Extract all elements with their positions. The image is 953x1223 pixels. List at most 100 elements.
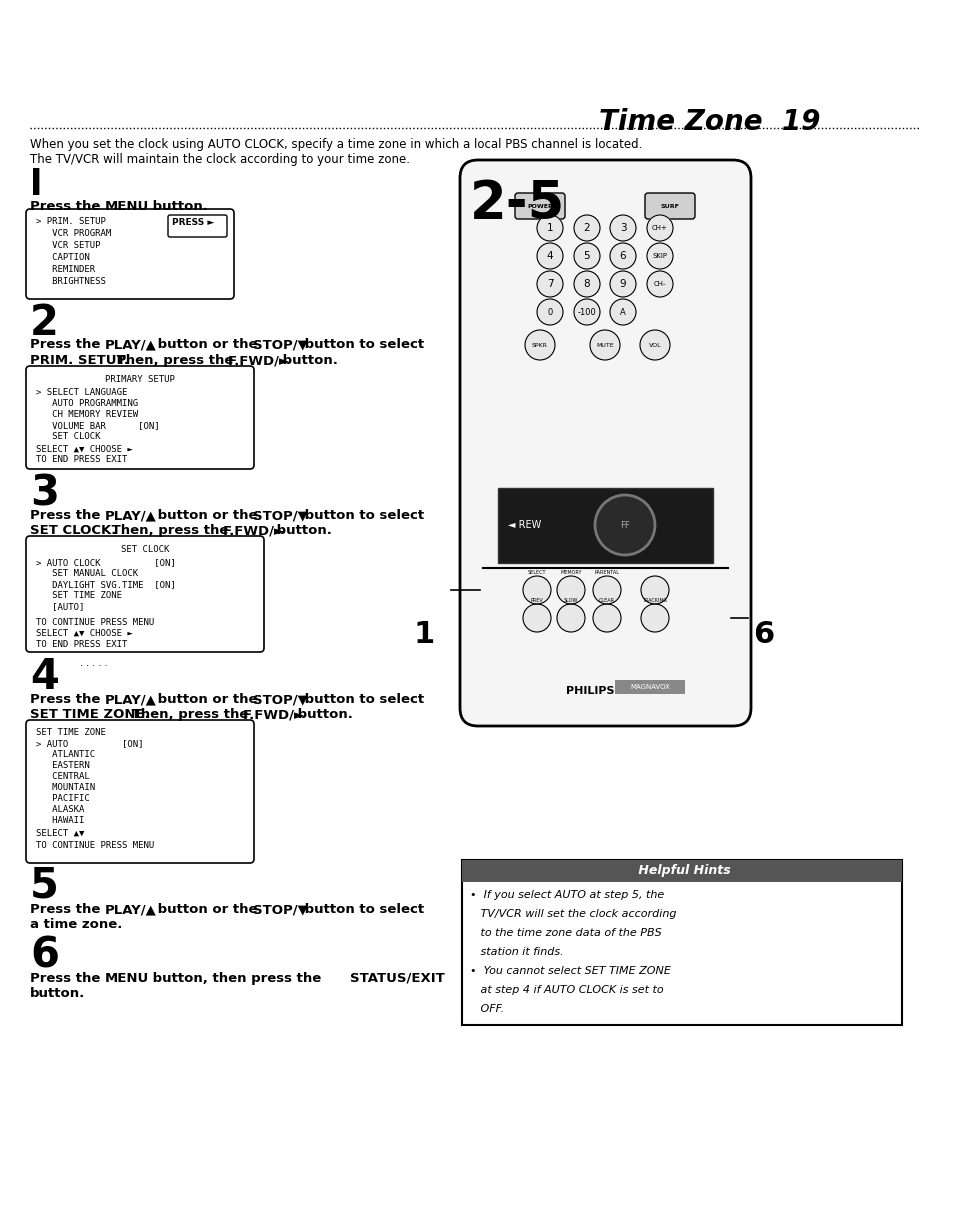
Text: Helpful Hints: Helpful Hints [633, 865, 730, 877]
Text: FF: FF [619, 521, 629, 530]
Text: > SELECT LANGUAGE: > SELECT LANGUAGE [36, 388, 128, 397]
FancyBboxPatch shape [26, 209, 233, 298]
Text: [AUTO]: [AUTO] [36, 602, 84, 612]
Circle shape [537, 215, 562, 241]
Circle shape [640, 604, 668, 632]
Text: MAGNAVOX: MAGNAVOX [630, 684, 669, 690]
Text: •  You cannot select SET TIME ZONE: • You cannot select SET TIME ZONE [470, 966, 670, 976]
Text: PLAY/▲: PLAY/▲ [105, 338, 156, 351]
FancyBboxPatch shape [515, 193, 564, 219]
Text: REMINDER: REMINDER [36, 265, 95, 274]
Text: 0: 0 [547, 307, 552, 317]
Text: PRIMARY SETUP: PRIMARY SETUP [105, 375, 174, 384]
Text: button or the: button or the [152, 509, 262, 522]
Text: VCR PROGRAM: VCR PROGRAM [36, 229, 112, 238]
Text: STOP/▼: STOP/▼ [253, 338, 308, 351]
Text: F.FWD/►: F.FWD/► [228, 353, 290, 367]
Text: PARENTAL: PARENTAL [594, 570, 618, 575]
Text: SELECT ▲▼ CHOOSE ►: SELECT ▲▼ CHOOSE ► [36, 629, 132, 638]
Text: button to select: button to select [299, 693, 424, 706]
Text: F.FWD/►: F.FWD/► [243, 708, 305, 722]
Text: PRESS ►: PRESS ► [172, 218, 214, 227]
Text: PLAY/▲: PLAY/▲ [105, 693, 156, 706]
Circle shape [609, 272, 636, 297]
Text: PACIFIC: PACIFIC [36, 794, 90, 804]
FancyBboxPatch shape [644, 193, 695, 219]
Text: 4: 4 [546, 251, 553, 260]
Bar [461, 860, 901, 882]
Text: 3: 3 [30, 472, 59, 514]
Text: The TV/VCR will maintain the clock according to your time zone.: The TV/VCR will maintain the clock accor… [30, 153, 410, 166]
Text: SELECT ▲▼ CHOOSE ►: SELECT ▲▼ CHOOSE ► [36, 445, 132, 454]
Text: MENU: MENU [105, 201, 149, 213]
Text: ALASKA: ALASKA [36, 805, 84, 815]
Text: button, then press the: button, then press the [148, 972, 326, 985]
Circle shape [522, 604, 551, 632]
Text: > AUTO CLOCK          [ON]: > AUTO CLOCK [ON] [36, 558, 175, 567]
Bar [615, 680, 684, 693]
Text: . . . . .: . . . . . [80, 658, 108, 668]
Circle shape [537, 298, 562, 325]
Circle shape [574, 215, 599, 241]
Text: button to select: button to select [299, 509, 424, 522]
Circle shape [537, 272, 562, 297]
Circle shape [524, 330, 555, 360]
Text: 1: 1 [546, 223, 553, 234]
Text: CH+: CH+ [652, 225, 667, 231]
Text: SET CLOCK: SET CLOCK [36, 432, 100, 442]
Text: 2: 2 [30, 302, 59, 344]
Text: 6: 6 [619, 251, 626, 260]
Text: > AUTO          [ON]: > AUTO [ON] [36, 739, 143, 748]
Text: Press the: Press the [30, 972, 105, 985]
Circle shape [574, 298, 599, 325]
Text: SPKR: SPKR [532, 342, 547, 347]
Text: POWER: POWER [526, 203, 553, 208]
Text: DAYLIGHT SVG.TIME  [ON]: DAYLIGHT SVG.TIME [ON] [36, 580, 175, 589]
Text: AUTO PROGRAMMING: AUTO PROGRAMMING [36, 399, 138, 408]
Text: VCR SETUP: VCR SETUP [36, 241, 100, 249]
Text: CLEAR: CLEAR [598, 598, 615, 603]
Text: OFF.: OFF. [470, 1004, 503, 1014]
Text: PLAY/▲: PLAY/▲ [105, 509, 156, 522]
Circle shape [640, 576, 668, 604]
Text: Press the: Press the [30, 509, 105, 522]
Circle shape [595, 495, 655, 555]
Text: SKIP: SKIP [652, 253, 667, 259]
Text: SURF: SURF [659, 203, 679, 208]
Text: TO END PRESS EXIT: TO END PRESS EXIT [36, 640, 128, 649]
Text: button.: button. [293, 708, 353, 722]
Text: SET TIME ZONE: SET TIME ZONE [36, 728, 106, 737]
Text: CAPTION: CAPTION [36, 253, 90, 262]
Circle shape [609, 243, 636, 269]
Text: a time zone.: a time zone. [30, 918, 122, 931]
Circle shape [522, 576, 551, 604]
Text: MOUNTAIN: MOUNTAIN [36, 783, 95, 793]
Text: When you set the clock using AUTO CLOCK, specify a time zone in which a local PB: When you set the clock using AUTO CLOCK,… [30, 138, 641, 150]
Circle shape [589, 330, 619, 360]
Text: Time Zone  19: Time Zone 19 [598, 108, 820, 136]
Text: VOLUME BAR      [ON]: VOLUME BAR [ON] [36, 421, 159, 430]
Text: 5: 5 [30, 865, 59, 907]
Text: STOP/▼: STOP/▼ [253, 693, 308, 706]
Text: > PRIM. SETUP: > PRIM. SETUP [36, 216, 106, 226]
FancyBboxPatch shape [459, 160, 750, 726]
Circle shape [646, 215, 672, 241]
Text: HAWAII: HAWAII [36, 816, 84, 826]
Text: PLAY/▲: PLAY/▲ [105, 903, 156, 916]
Text: -100: -100 [577, 307, 596, 317]
FancyBboxPatch shape [26, 720, 253, 863]
Text: CENTRAL: CENTRAL [36, 772, 90, 781]
Bar [497, 488, 712, 563]
Text: MUTE: MUTE [596, 342, 613, 347]
Text: button or the: button or the [152, 338, 262, 351]
Text: TO CONTINUE PRESS MENU: TO CONTINUE PRESS MENU [36, 618, 154, 627]
Circle shape [646, 272, 672, 297]
Text: MENU: MENU [105, 972, 149, 985]
Text: button.: button. [148, 201, 208, 213]
Text: CH MEMORY REVIEW: CH MEMORY REVIEW [36, 410, 138, 419]
Text: TO CONTINUE PRESS MENU: TO CONTINUE PRESS MENU [36, 841, 154, 850]
Text: Then, press the: Then, press the [127, 708, 253, 722]
Text: CH-: CH- [653, 281, 665, 287]
Text: SELECT ▲▼: SELECT ▲▼ [36, 829, 84, 838]
Text: F.FWD/►: F.FWD/► [223, 523, 285, 537]
